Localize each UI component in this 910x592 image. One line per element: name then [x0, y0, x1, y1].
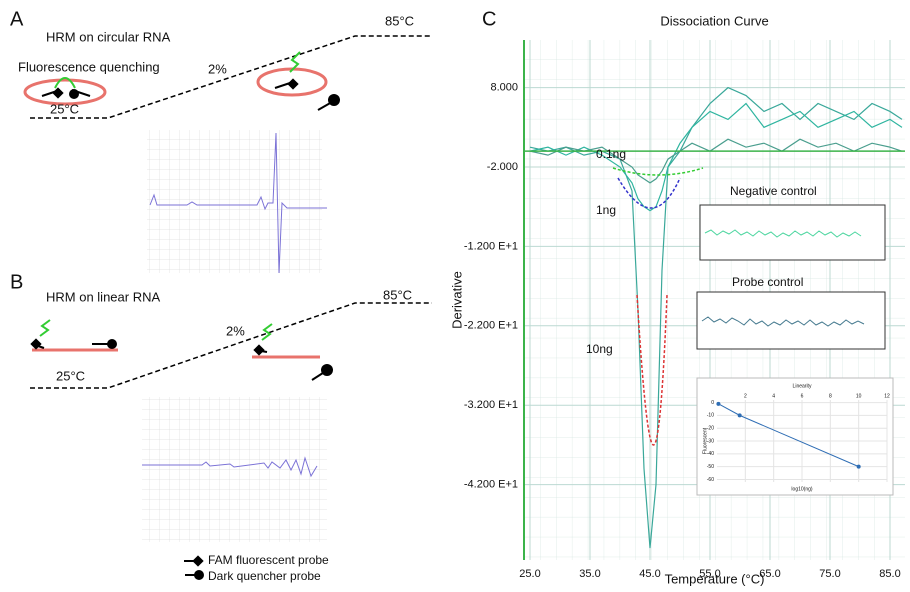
series-line	[529, 102, 903, 212]
inset	[696, 377, 894, 496]
annotation: 1ng	[596, 203, 616, 217]
label: Fluorescence quenching	[18, 59, 160, 74]
rna-circle	[23, 78, 107, 106]
label: 25°C	[50, 101, 79, 116]
fam	[192, 555, 204, 567]
label: 25°C	[56, 368, 85, 383]
legend-text: FAM fluorescent probe	[208, 553, 329, 567]
probe	[41, 89, 91, 97]
y-tick-label: -3.200 E+1	[464, 399, 518, 411]
label: 85°C	[383, 287, 412, 302]
x-tick-label: 10	[856, 393, 862, 399]
x-tick-label: 45.0	[639, 568, 660, 580]
y-tick-label: -20	[707, 426, 714, 432]
panel-letter: C	[482, 8, 496, 30]
emission	[289, 51, 301, 73]
quencher	[194, 570, 204, 580]
y-tick-label: -4.200 E+1	[464, 478, 518, 490]
label: 85°C	[385, 13, 414, 28]
y-axis-label: Fluorescent	[702, 427, 708, 454]
probe	[254, 349, 327, 381]
point	[716, 401, 721, 406]
fam	[52, 87, 64, 99]
x-tick-label: 12	[884, 393, 890, 399]
trace-box	[142, 397, 327, 542]
annotation: Probe control	[732, 275, 803, 289]
fit	[617, 177, 681, 209]
emission	[261, 323, 273, 341]
annotation: 10ng	[586, 342, 613, 356]
trace	[704, 229, 862, 238]
y-tick-label: -40	[707, 451, 714, 457]
chart-title: Linearity	[793, 383, 812, 389]
x-axis-label: Temperature (°C)	[665, 571, 765, 586]
fam	[30, 338, 42, 350]
y-tick-label: -2.200 E+1	[464, 320, 518, 332]
emission	[39, 319, 51, 337]
fam	[253, 344, 265, 356]
y-tick-label: -30	[707, 438, 714, 444]
x-tick-label: 6	[801, 393, 804, 399]
fit	[612, 167, 704, 176]
y-tick-label: -10	[707, 413, 714, 419]
quencher	[107, 339, 117, 349]
y-tick-label: -60	[707, 477, 714, 483]
trace	[701, 316, 865, 327]
annotation: 0.1ng	[596, 147, 626, 161]
ramp-line	[30, 35, 432, 119]
x-tick-label: 85.0	[879, 568, 900, 580]
x-tick-label: 35.0	[579, 568, 600, 580]
panel-letter: B	[10, 271, 23, 293]
point	[856, 464, 861, 469]
panel-title: HRM on circular RNA	[46, 29, 171, 44]
legend-text: Dark quencher probe	[208, 569, 321, 583]
y-tick-label: -2.000	[487, 161, 518, 173]
y-tick-label: -50	[707, 464, 714, 470]
y-tick-label: 8.000	[490, 82, 518, 94]
label: 2%	[208, 61, 227, 76]
x-tick-label: 25.0	[519, 568, 540, 580]
y-tick-label: 0	[711, 400, 714, 406]
x-tick-label: 2	[744, 393, 747, 399]
x-tick-label: 55.0	[699, 568, 720, 580]
quencher	[321, 364, 333, 376]
x-tick-label: 4	[772, 393, 775, 399]
panel-title: HRM on linear RNA	[46, 289, 160, 304]
probe	[31, 343, 110, 349]
quencher	[328, 94, 340, 106]
y-tick-label: -1.200 E+1	[464, 240, 518, 252]
chart-title: Dissociation Curve	[660, 13, 768, 28]
quencher	[69, 89, 79, 99]
fit	[636, 294, 668, 446]
legend-line	[184, 560, 195, 576]
trace	[149, 132, 327, 274]
ramp-line	[30, 302, 432, 389]
annotation: Negative control	[730, 184, 817, 198]
emission	[54, 77, 76, 89]
panel-letter: A	[10, 8, 24, 30]
trace-box	[147, 130, 322, 273]
fam	[287, 78, 299, 90]
x-tick-label: 75.0	[819, 568, 840, 580]
point	[737, 413, 742, 418]
x-tick-label: 65.0	[759, 568, 780, 580]
label: 2%	[226, 323, 245, 338]
inset	[696, 291, 886, 350]
x-tick-label: 8	[829, 393, 832, 399]
x-axis-label: log10(ng)	[791, 486, 812, 492]
y-axis-label: Derivative	[449, 271, 464, 329]
trace	[142, 456, 318, 478]
